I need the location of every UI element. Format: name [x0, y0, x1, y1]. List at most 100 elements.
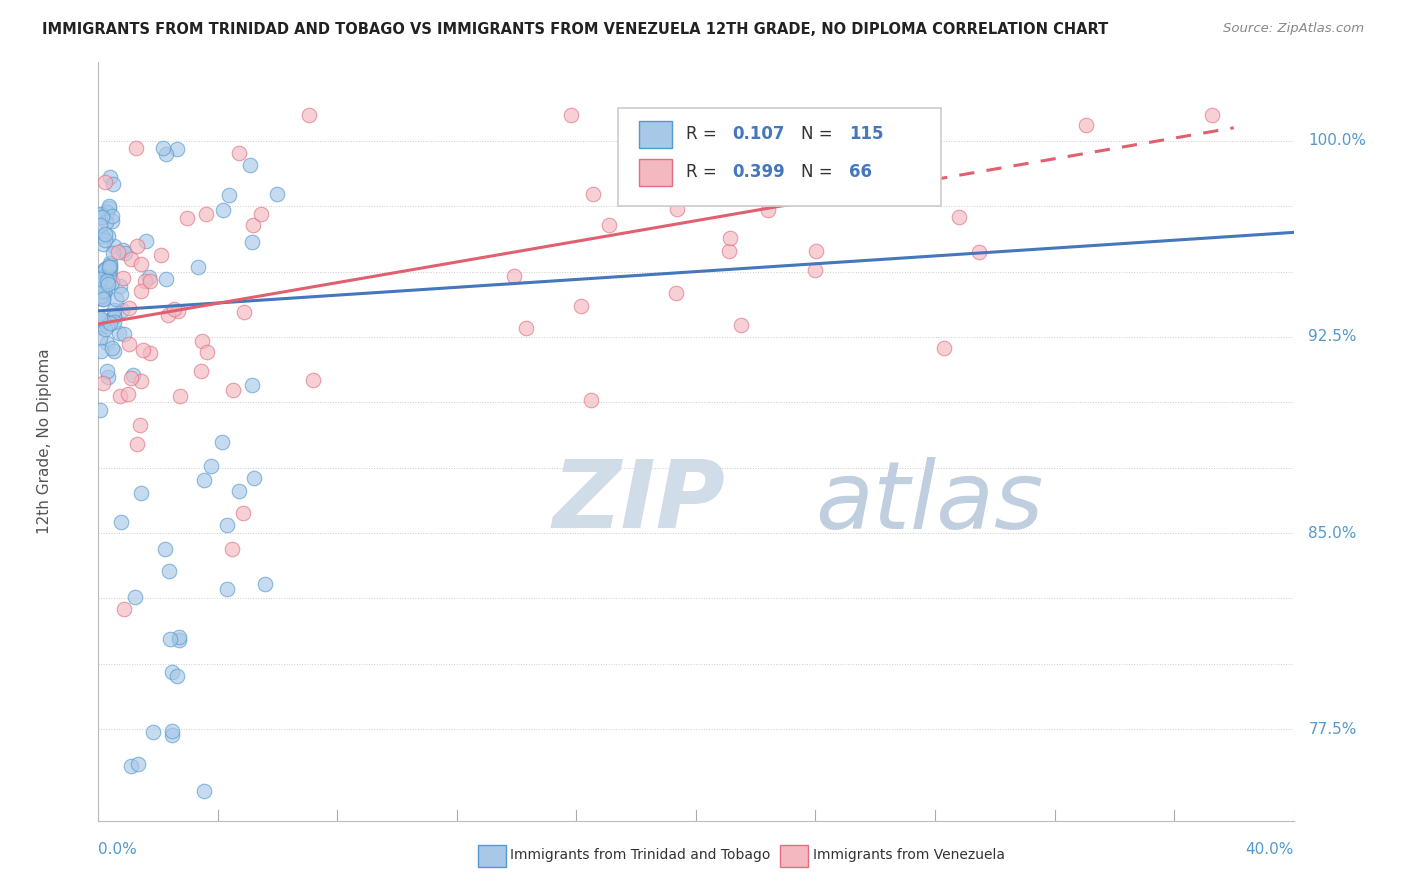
Text: 0.399: 0.399	[733, 163, 785, 181]
Point	[932, 341, 955, 355]
Point	[160, 665, 183, 680]
Point	[94, 175, 117, 189]
Point	[160, 728, 183, 742]
Point	[160, 724, 183, 739]
Point	[91, 313, 114, 327]
Point	[195, 207, 218, 221]
Point	[91, 292, 114, 306]
Point	[254, 577, 277, 591]
Point	[93, 275, 115, 289]
Point	[98, 316, 121, 330]
Point	[93, 289, 115, 303]
Point	[232, 506, 254, 520]
Point	[104, 292, 127, 306]
Point	[100, 258, 122, 272]
Point	[804, 263, 827, 277]
Point	[967, 245, 990, 260]
Point	[242, 378, 264, 392]
Point	[110, 287, 132, 301]
Point	[195, 344, 218, 359]
Point	[125, 140, 148, 154]
Point	[96, 273, 118, 287]
Point	[191, 334, 214, 348]
Point	[166, 669, 188, 683]
Point	[120, 252, 142, 266]
Point	[96, 273, 118, 287]
Point	[98, 202, 121, 216]
Point	[112, 326, 135, 341]
Point	[114, 246, 136, 260]
Point	[89, 218, 111, 232]
Point	[93, 284, 115, 298]
Point	[103, 310, 125, 324]
Point	[112, 243, 135, 257]
Point	[103, 239, 125, 253]
Point	[98, 256, 121, 270]
Point	[107, 245, 129, 260]
Point	[193, 473, 215, 487]
Point	[91, 211, 114, 225]
Point	[91, 270, 114, 285]
Point	[910, 188, 932, 202]
Text: 85.0%: 85.0%	[1309, 525, 1357, 541]
Point	[129, 374, 152, 388]
Point	[96, 273, 118, 287]
Point	[176, 211, 198, 225]
Point	[98, 260, 121, 274]
Text: R =: R =	[686, 163, 723, 181]
Text: 12th Grade, No Diploma: 12th Grade, No Diploma	[37, 349, 52, 534]
Point	[101, 246, 124, 260]
Point	[120, 370, 142, 384]
Point	[111, 303, 134, 318]
Point	[101, 209, 124, 223]
Point	[250, 206, 273, 220]
Point	[111, 271, 134, 285]
Point	[730, 318, 752, 333]
Point	[139, 274, 162, 288]
Point	[163, 301, 186, 316]
Point	[101, 276, 124, 290]
Point	[103, 309, 125, 323]
Point	[222, 383, 245, 397]
Point	[131, 485, 153, 500]
Point	[212, 202, 235, 217]
Point	[149, 248, 172, 262]
Point	[242, 218, 264, 232]
Point	[948, 210, 970, 224]
Point	[193, 784, 215, 798]
Point	[200, 459, 222, 474]
Point	[138, 270, 160, 285]
Text: R =: R =	[686, 126, 723, 144]
Point	[94, 315, 117, 329]
Point	[89, 277, 111, 292]
Point	[108, 326, 131, 341]
Point	[117, 387, 139, 401]
Point	[1074, 118, 1097, 132]
Point	[155, 146, 177, 161]
Point	[94, 262, 117, 277]
Point	[131, 284, 153, 298]
Point	[97, 277, 120, 292]
Point	[89, 320, 111, 334]
Point	[90, 286, 112, 301]
Point	[98, 269, 121, 284]
Point	[110, 279, 132, 293]
Point	[90, 284, 112, 298]
Text: Immigrants from Trinidad and Tobago: Immigrants from Trinidad and Tobago	[510, 848, 770, 863]
Point	[96, 364, 118, 378]
Point	[157, 564, 180, 578]
Point	[218, 188, 240, 202]
Point	[108, 389, 131, 403]
Point	[717, 244, 740, 259]
Point	[131, 343, 153, 358]
Point	[515, 320, 537, 334]
Text: 0.0%: 0.0%	[98, 841, 138, 856]
Point	[90, 344, 112, 359]
Point	[242, 470, 264, 484]
Point	[228, 484, 250, 499]
Point	[157, 308, 180, 322]
Point	[90, 273, 112, 287]
Point	[96, 205, 118, 219]
Point	[569, 299, 592, 313]
Point	[125, 436, 148, 450]
